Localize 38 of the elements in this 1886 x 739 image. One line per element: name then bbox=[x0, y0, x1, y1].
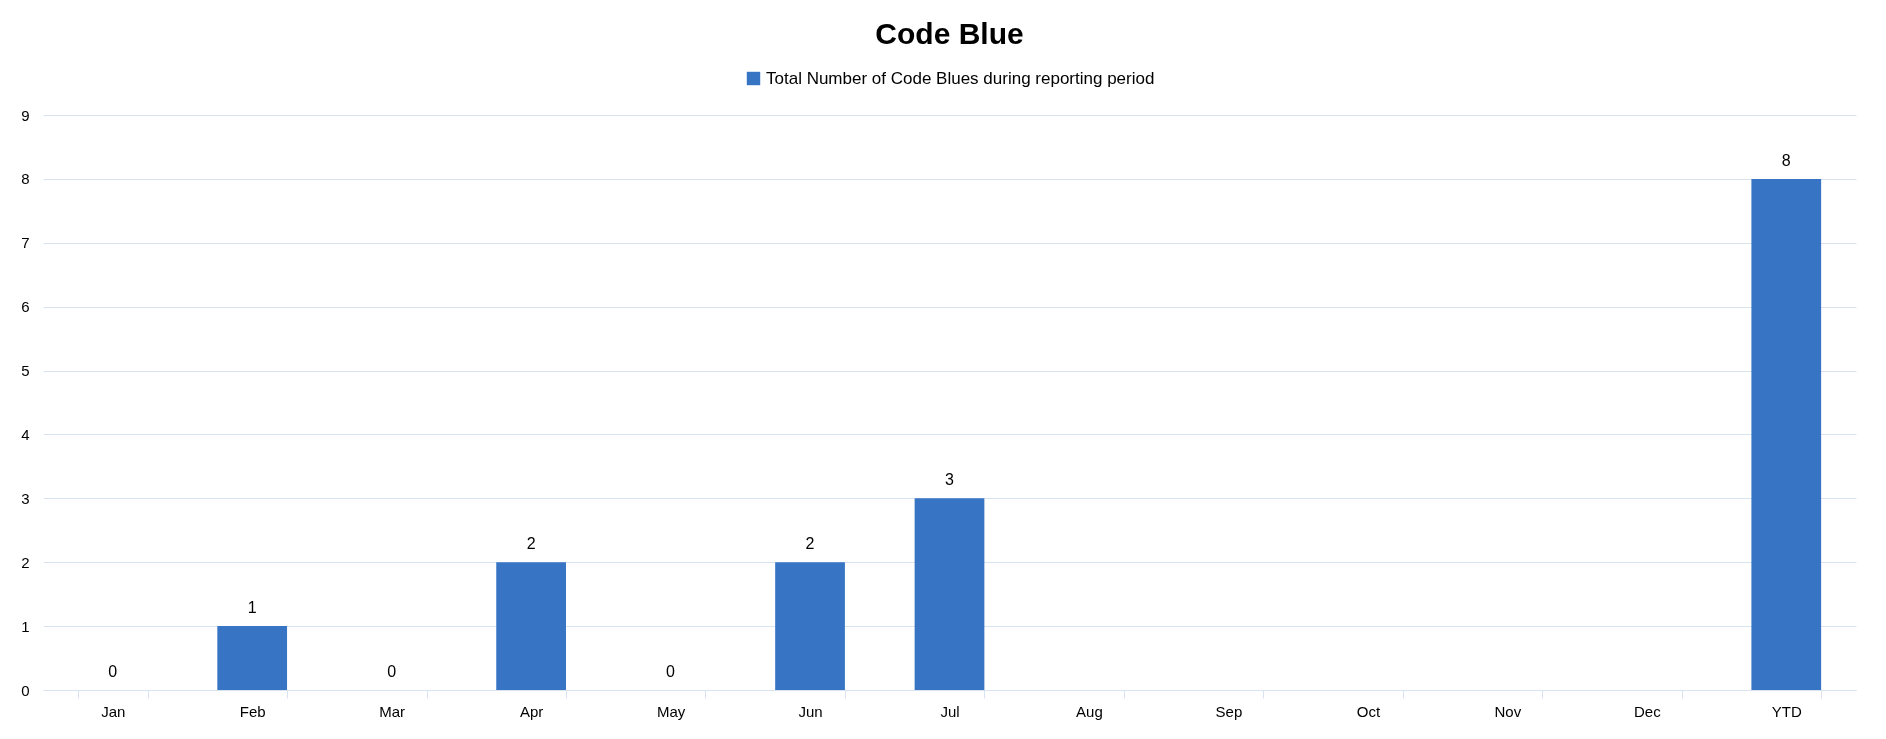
x-tick-label: Aug bbox=[1076, 702, 1103, 720]
data-label: 0 bbox=[666, 663, 676, 680]
x-tick-label: Nov bbox=[1494, 702, 1522, 720]
data-label: 1 bbox=[247, 599, 257, 617]
data-label: 0 bbox=[387, 663, 397, 680]
bar bbox=[217, 626, 288, 690]
bar bbox=[914, 498, 985, 690]
y-tick-label: 3 bbox=[21, 489, 30, 507]
x-tick-label: Oct bbox=[1356, 702, 1381, 720]
y-tick-label: 6 bbox=[21, 298, 30, 316]
x-tick-label: May bbox=[656, 702, 686, 720]
data-label: 2 bbox=[805, 535, 815, 553]
y-tick-label: 1 bbox=[21, 617, 30, 635]
legend-label: Total Number of Code Blues during reporting period bbox=[766, 68, 1155, 88]
data-label: 3 bbox=[945, 471, 955, 489]
x-tick-label: Jan bbox=[101, 702, 126, 720]
data-label: 0 bbox=[108, 663, 118, 680]
data-label: 2 bbox=[526, 535, 536, 553]
y-tick-label: 4 bbox=[21, 425, 30, 443]
bar bbox=[496, 562, 566, 690]
y-tick-label: 2 bbox=[21, 553, 30, 571]
x-tick-label: YTD bbox=[1771, 702, 1802, 720]
y-tick-label: 0 bbox=[21, 681, 30, 699]
x-tick-label: Feb bbox=[239, 702, 266, 720]
x-tick-label: Mar bbox=[379, 702, 406, 720]
y-tick-label: 8 bbox=[21, 170, 30, 188]
bar bbox=[775, 562, 845, 690]
x-tick-label: Jul bbox=[940, 702, 960, 720]
data-label: 8 bbox=[1781, 151, 1791, 169]
y-tick-label: 5 bbox=[21, 362, 30, 380]
x-tick-label: Sep bbox=[1215, 702, 1243, 720]
y-tick-label: 9 bbox=[21, 106, 30, 124]
x-tick-label: Jun bbox=[798, 702, 823, 720]
bar bbox=[1751, 178, 1822, 690]
y-tick-label: 7 bbox=[21, 234, 30, 252]
chart-title: Code Blue bbox=[875, 17, 1024, 50]
x-tick-label: Apr bbox=[519, 702, 544, 720]
x-tick-label: Dec bbox=[1633, 702, 1662, 720]
